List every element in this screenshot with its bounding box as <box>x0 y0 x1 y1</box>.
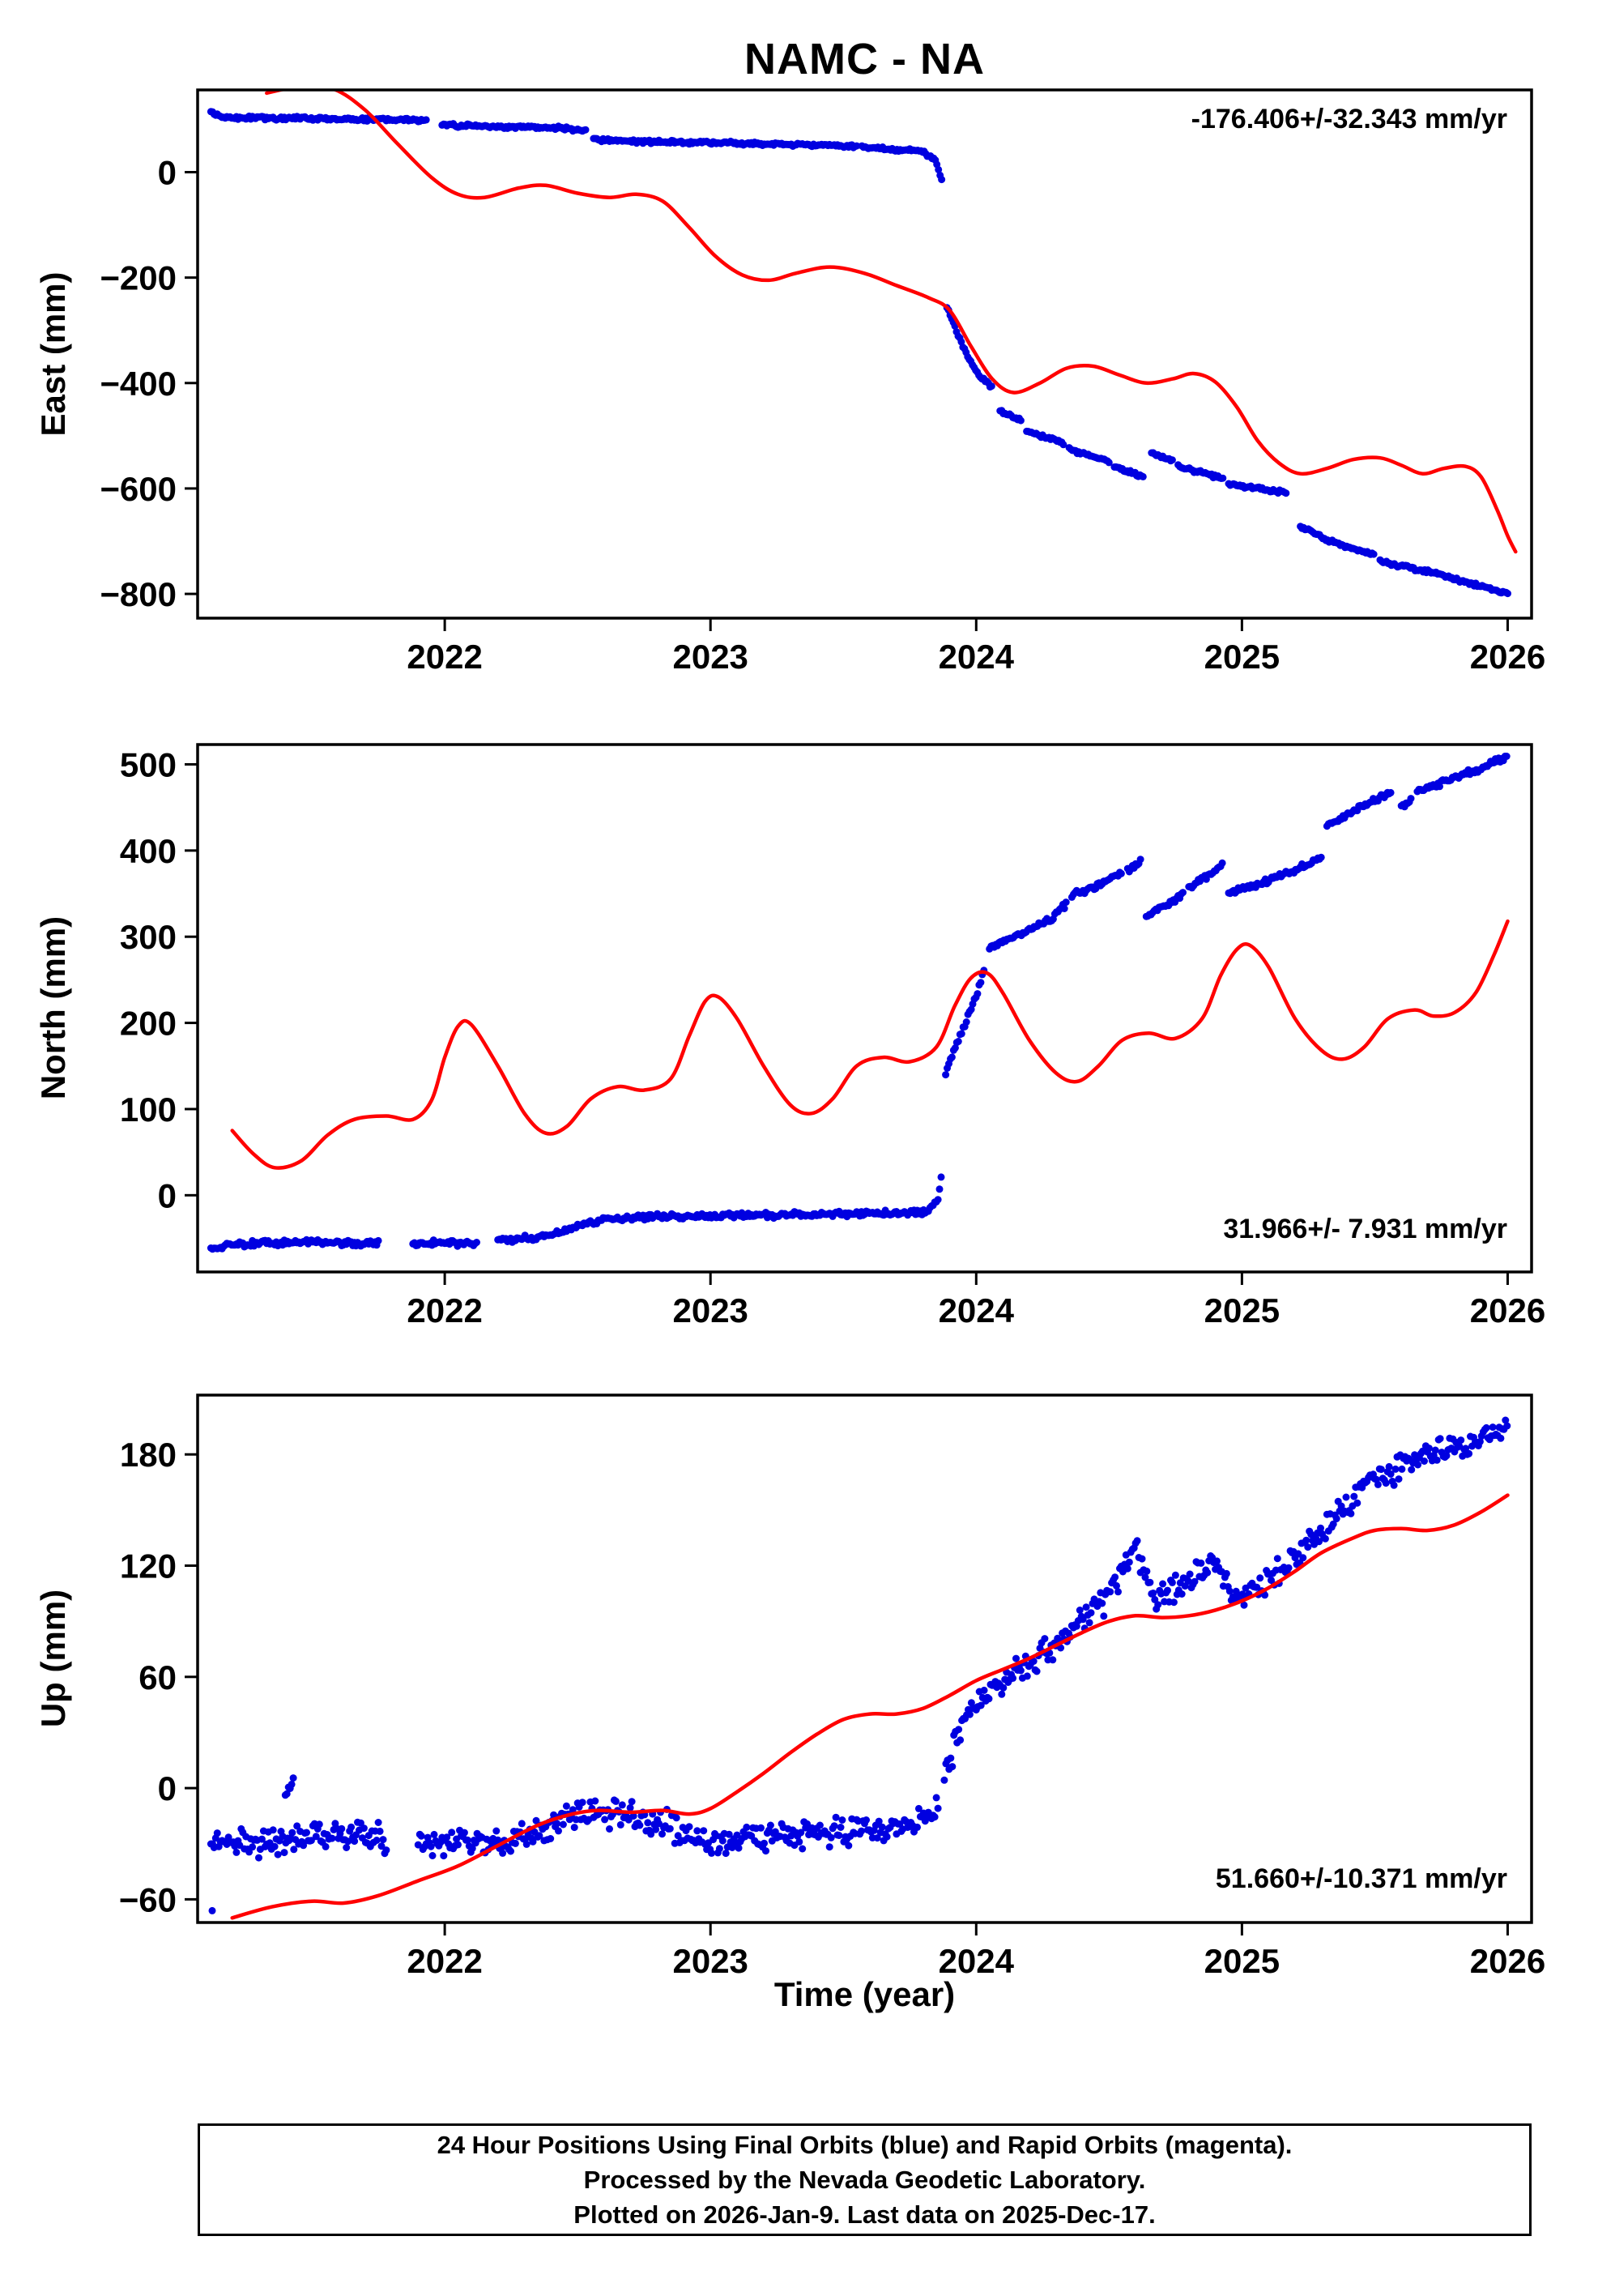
north-rate-annotation: 31.966+/- 7.931 mm/yr <box>1223 1214 1507 1244</box>
model-line <box>265 91 1518 554</box>
y-tick-label: 60 <box>138 1658 177 1696</box>
series-north <box>207 753 1511 1253</box>
final-orbit-dots <box>207 1416 1511 1914</box>
footer-line-processed: Processed by the Nevada Geodetic Laborat… <box>583 2166 1146 2194</box>
x-tick-label: 2022 <box>407 1942 482 1980</box>
tick-labels: 2022 2023 2024 2025 2026 −60 0 60 120 180 <box>119 1436 1545 1980</box>
east-rate-annotation: -176.406+/-32.343 mm/yr <box>1191 104 1507 134</box>
footer-line-orbits: 24 Hour Positions Using Final Orbits (bl… <box>437 2131 1293 2159</box>
final-orbit-dots <box>207 753 1511 1253</box>
y-tick-label: −600 <box>100 470 177 508</box>
up-rate-annotation: 51.660+/-10.371 mm/yr <box>1215 1863 1507 1894</box>
tick-marks <box>185 762 1509 1285</box>
y-tick-label: 120 <box>120 1547 177 1585</box>
x-tick-label: 2024 <box>939 638 1015 676</box>
x-tick-label: 2025 <box>1204 1291 1280 1329</box>
x-tick-label: 2025 <box>1204 1942 1280 1980</box>
y-tick-label: −800 <box>100 575 177 613</box>
y-tick-label: 300 <box>120 918 177 956</box>
panel-frame <box>196 743 1533 1274</box>
x-tick-label: 2022 <box>407 638 482 676</box>
x-tick-label: 2026 <box>1470 1291 1545 1329</box>
panel-up: 2022 2023 2024 2025 2026 −60 0 60 120 180 <box>119 1393 1545 1980</box>
footer-info-box: 24 Hour Positions Using Final Orbits (bl… <box>198 2123 1532 2236</box>
y-tick-label: 180 <box>120 1436 177 1474</box>
tick-labels: 2022 2023 2024 2025 2026 0 100 200 300 400 500 <box>120 745 1545 1329</box>
x-tick-label: 2023 <box>672 1942 748 1980</box>
model-line <box>230 919 1510 1170</box>
tick-labels: 2022 2023 2024 2025 2026 0 −200 −400 −600 −800 <box>100 154 1545 676</box>
x-tick-label: 2026 <box>1470 638 1545 676</box>
panel-frame <box>196 1393 1533 1924</box>
x-tick-label: 2024 <box>939 1291 1015 1329</box>
x-tick-label: 2022 <box>407 1291 482 1329</box>
final-orbit-dots <box>207 108 1511 598</box>
panel-frame <box>196 88 1533 620</box>
x-tick-label: 2025 <box>1204 638 1280 676</box>
east-axis-label: East (mm) <box>34 271 72 437</box>
y-tick-label: −400 <box>100 365 177 403</box>
page-title: NAMC - NA <box>744 35 985 83</box>
tick-marks <box>185 1453 1509 1935</box>
y-tick-label: 0 <box>158 154 177 192</box>
y-tick-label: 100 <box>120 1090 177 1129</box>
tick-marks <box>185 171 1509 631</box>
x-tick-label: 2024 <box>939 1942 1015 1980</box>
y-tick-label: −200 <box>100 259 177 297</box>
time-axis-label: Time (year) <box>773 1975 956 2013</box>
y-tick-label: −60 <box>119 1880 177 1918</box>
x-tick-label: 2023 <box>672 1291 748 1329</box>
up-axis-label: Up (mm) <box>34 1589 72 1728</box>
panel-north: 2022 2023 2024 2025 2026 0 100 200 300 400 500 <box>120 743 1545 1329</box>
y-tick-label: 0 <box>158 1769 177 1807</box>
x-tick-label: 2026 <box>1470 1942 1545 1980</box>
panel-east: 2022 2023 2024 2025 2026 0 −200 −400 −600 −800 <box>100 88 1545 676</box>
series-east <box>207 91 1518 598</box>
y-tick-label: 0 <box>158 1176 177 1214</box>
y-tick-label: 200 <box>120 1005 177 1043</box>
footer-line-plotted: Plotted on 2026-Jan-9. Last data on 2025… <box>573 2200 1156 2229</box>
x-tick-label: 2023 <box>672 638 748 676</box>
series-up <box>207 1416 1511 1920</box>
north-axis-label: North (mm) <box>34 915 72 1100</box>
model-line <box>230 1493 1510 1920</box>
y-tick-label: 400 <box>120 832 177 870</box>
y-tick-label: 500 <box>120 745 177 783</box>
